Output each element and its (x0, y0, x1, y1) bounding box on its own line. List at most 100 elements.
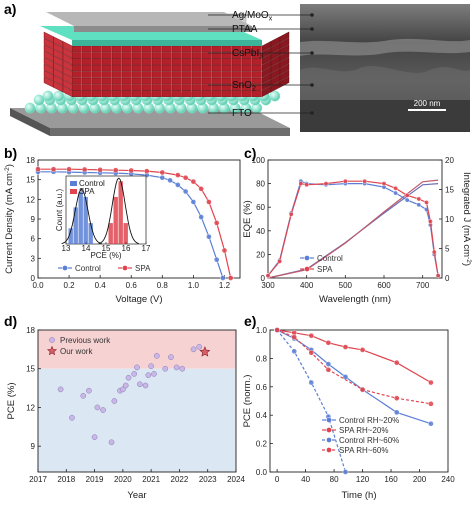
data-point (342, 344, 349, 350)
layer-label-sub: 3 (259, 54, 263, 61)
x-axis-label: Year (127, 490, 146, 501)
crystal-cube (81, 58, 92, 65)
data-point (182, 188, 189, 195)
crystal-cube (181, 64, 192, 72)
crystal-cube (201, 64, 212, 72)
legend-marker (304, 255, 310, 261)
data-point (265, 273, 271, 279)
crystal-cube (91, 52, 102, 59)
crystal-cube (101, 45, 112, 53)
data-point (435, 273, 441, 279)
gaussian-fit (98, 177, 139, 244)
layer-label-sub: x (269, 16, 273, 23)
leader-dot (310, 13, 314, 17)
y-tick-label: 20 (256, 250, 265, 259)
data-point-previous (153, 352, 160, 359)
leader-dot (310, 83, 314, 87)
histogram-bar (118, 181, 123, 244)
crystal-cube (161, 64, 172, 72)
legend-marker (304, 266, 310, 272)
nanoparticle (42, 90, 54, 102)
crystal-cube (251, 84, 262, 91)
sem-crystal-layer-top (300, 38, 470, 56)
layer-label-name: PTAA (232, 24, 258, 35)
crystal-cube (141, 64, 152, 72)
crystal-cube-side (279, 57, 290, 69)
data-point (174, 172, 181, 178)
x-tick-label: 80 (330, 475, 339, 484)
legend-marker (46, 345, 58, 356)
histogram-bar (108, 223, 113, 244)
crystal-cube (91, 58, 102, 65)
x-tick-label: 2017 (29, 475, 47, 484)
crystal-cube (101, 84, 112, 91)
data-point-previous (86, 387, 92, 394)
crystal-cube (181, 52, 192, 59)
crystal-cube (101, 90, 112, 97)
data-point (298, 181, 304, 187)
x-tick-label: 1.0 (188, 281, 200, 290)
crystal-cube-left (62, 73, 73, 85)
x-tick-label: 200 (413, 475, 427, 484)
crystal-cube (161, 58, 172, 65)
y2-axis-label-main: Integrated J (mA cm (461, 172, 472, 257)
crystal-cube (151, 58, 162, 65)
legend-marker (326, 437, 332, 443)
data-point-previous (100, 407, 106, 413)
nanoparticle (24, 102, 36, 114)
crystal-cube-side (279, 69, 290, 82)
x-tick-label: 0.2 (64, 281, 76, 290)
crystal-cube (121, 71, 132, 78)
x-axis-label: Time (h) (341, 490, 376, 501)
inset-legend-label: SPA (79, 187, 95, 196)
panel-letter-a: a) (4, 1, 16, 17)
x-tick-label: 2023 (199, 475, 217, 484)
crystal-cube (131, 84, 142, 91)
crystal-cube-left (62, 53, 73, 66)
crystal-cube-side (279, 37, 290, 50)
y-tick-label: 60 (256, 203, 265, 212)
crystal-cube (191, 58, 202, 65)
y-axis-label-main: Current Density (mA cm (4, 173, 15, 274)
x-tick-label: 160 (384, 475, 398, 484)
data-point (35, 166, 41, 173)
crystal-cube (251, 64, 262, 72)
crystal-cube (161, 84, 172, 91)
data-point (291, 334, 298, 340)
crystal-cube (131, 77, 142, 85)
layer-label-name: Ag/MoO (232, 10, 269, 21)
data-point-previous (91, 434, 98, 440)
layer-label: FTO (232, 108, 252, 119)
pce-band (38, 330, 236, 369)
data-point (308, 349, 315, 356)
series-line (276, 329, 432, 425)
y-tick-label: 18 (26, 156, 35, 165)
crystal-cube (151, 45, 162, 53)
crystal-cube (191, 90, 202, 97)
electrode-front (74, 26, 252, 32)
inset-x-tick-label: 17 (142, 244, 151, 253)
x-tick-label: 300 (261, 281, 275, 290)
crystal-cube (131, 58, 142, 65)
crystal-cube (191, 71, 202, 78)
legend-label: SPA RH~60% (339, 446, 388, 455)
crystal-cube (131, 71, 142, 78)
data-point (381, 181, 387, 187)
crystal-cube-side (279, 31, 290, 43)
x-tick-label: 400 (300, 281, 314, 290)
data-point (128, 167, 135, 174)
data-point-previous (179, 365, 186, 372)
data-point (359, 386, 366, 393)
crystal-cube (151, 77, 162, 85)
x-tick-label: 2024 (227, 475, 245, 484)
data-point (288, 211, 294, 217)
data-point (342, 178, 348, 184)
crystal-cube (241, 71, 252, 78)
data-point-our-work (199, 346, 211, 357)
crystal-cube-left (62, 60, 73, 72)
y-tick-label: 40 (256, 227, 265, 236)
y-tick-label: 3 (31, 254, 36, 263)
crystal-cube (141, 52, 152, 59)
y-tick-label: 12 (26, 195, 35, 204)
